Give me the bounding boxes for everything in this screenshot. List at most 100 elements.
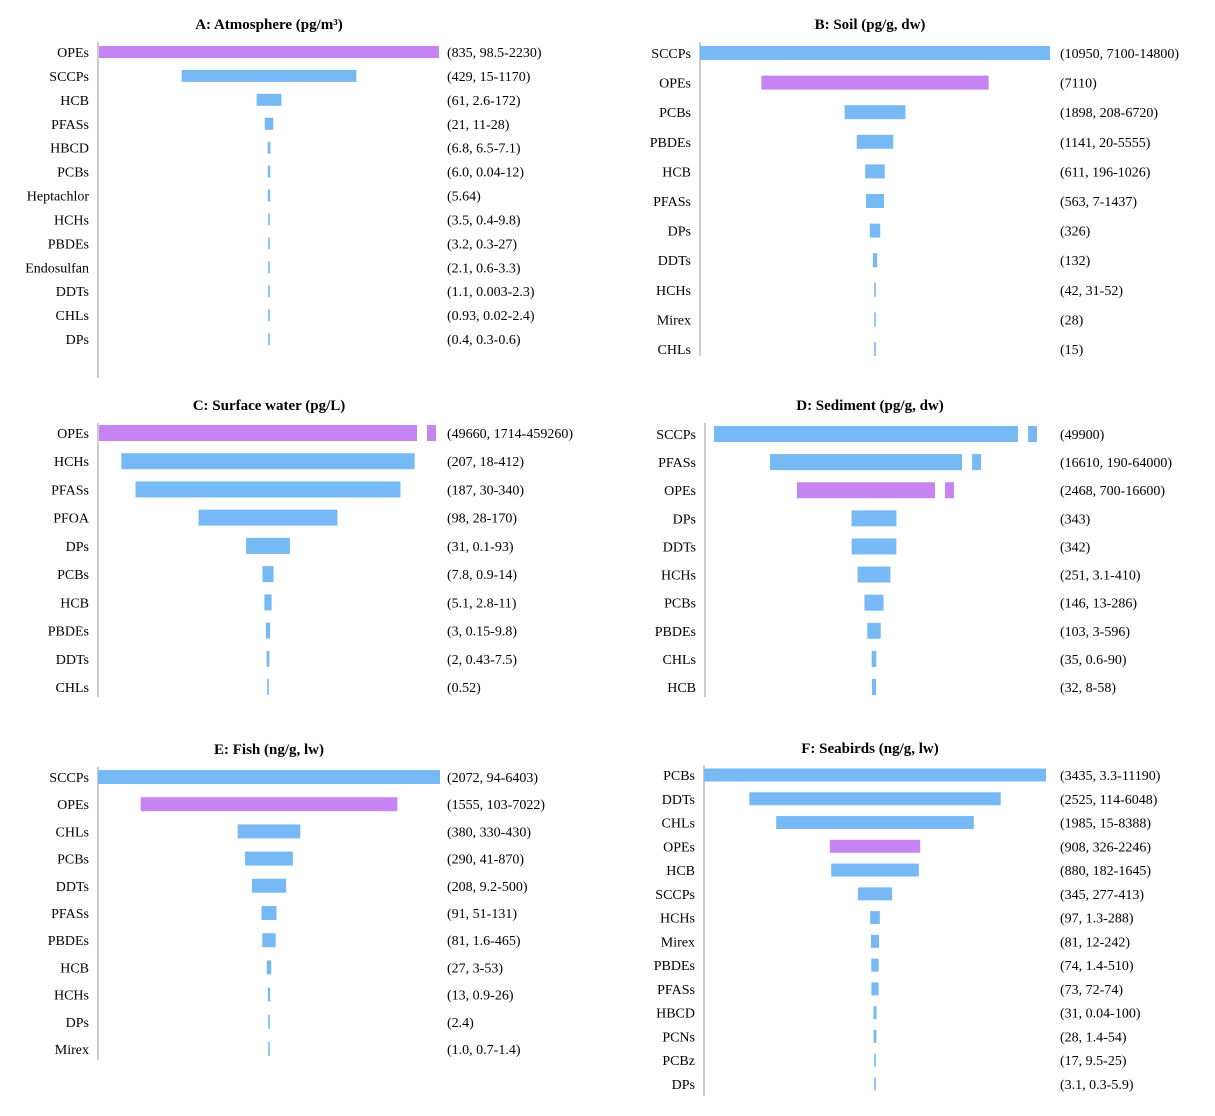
value-label: (1555, 103-7022) — [447, 798, 545, 813]
value-label: (3, 0.15-9.8) — [447, 625, 517, 640]
value-label: (343) — [1060, 512, 1091, 527]
category-label: CHLs — [56, 681, 89, 696]
value-label: (6.0, 0.04-12) — [447, 166, 524, 181]
category-label: DPs — [672, 1078, 695, 1093]
category-label: SCCPs — [655, 888, 695, 903]
category-label: PCBz — [662, 1054, 695, 1069]
bar-chls — [776, 816, 974, 830]
value-label: (61, 2.6-172) — [447, 94, 521, 109]
bar-pcns — [873, 1029, 877, 1043]
category-label: PCBs — [57, 568, 89, 583]
category-label: PCBs — [57, 853, 89, 868]
bar-dps — [874, 1077, 876, 1091]
category-label: OPEs — [659, 77, 691, 92]
bar-hcb — [871, 679, 877, 695]
value-label: (187, 30-340) — [447, 483, 524, 498]
bar-hbcd — [873, 1006, 877, 1020]
category-label: PFOA — [53, 512, 90, 527]
category-label: DDTs — [663, 540, 696, 555]
bar-chls — [871, 650, 877, 667]
bar-ddts — [251, 878, 287, 893]
bar-pfass — [264, 117, 274, 130]
bar-hcb — [831, 863, 919, 877]
category-label: PBDEs — [48, 934, 89, 949]
bar-sccps — [714, 426, 1018, 442]
bar-dps — [869, 223, 881, 238]
value-label: (31, 0.1-93) — [447, 540, 514, 555]
category-label: PCBs — [659, 106, 691, 121]
bar-pfass — [866, 194, 884, 208]
category-label: Mirex — [55, 1043, 89, 1058]
category-label: SCCPs — [651, 47, 691, 62]
value-label: (0.52) — [447, 681, 481, 696]
value-label: (42, 31-52) — [1060, 284, 1123, 299]
value-label: (563, 7-1437) — [1060, 195, 1137, 210]
value-label: (1141, 20-5555) — [1060, 136, 1151, 151]
bar-pbdes — [867, 622, 881, 639]
value-label: (2.1, 0.6-3.3) — [447, 261, 521, 276]
bar-pcbs — [262, 566, 274, 583]
category-label: Mirex — [661, 935, 695, 950]
panel-a: A: Atmosphere (pg/m³) OPEs (835, 98.5-2230… — [25, 17, 542, 378]
value-label: (17, 9.5-25) — [1060, 1054, 1127, 1069]
value-label: (326) — [1060, 225, 1091, 240]
bar-break-segment — [427, 425, 436, 441]
value-label: (207, 18-412) — [447, 455, 524, 470]
value-label: (2525, 114-6048) — [1060, 793, 1158, 808]
bar-dps — [268, 333, 270, 345]
category-label: PFASs — [657, 983, 695, 998]
bar-pfass — [135, 481, 401, 498]
bar-dps — [851, 510, 897, 527]
category-label: PFASs — [51, 907, 89, 922]
panel-c: C: Surface water (pg/L) OPEs (49660, 1714-… — [48, 398, 573, 697]
bar-sccps — [98, 770, 440, 784]
value-label: (1898, 208-6720) — [1060, 106, 1158, 121]
category-label: OPEs — [664, 484, 696, 499]
bar-dps — [246, 537, 290, 554]
value-label: (2.4) — [447, 1016, 474, 1031]
bar-pcbs — [704, 768, 1046, 782]
bar-break-segment — [1028, 426, 1037, 442]
bar-pfass — [261, 906, 277, 920]
category-label: CHLs — [663, 653, 696, 668]
value-label: (16610, 190-64000) — [1060, 456, 1172, 471]
panel-b: B: Soil (pg/g, dw) SCCPs (10950, 7100-1480… — [650, 17, 1180, 358]
value-label: (2072, 94-6403) — [447, 771, 538, 786]
value-label: (345, 277-413) — [1060, 888, 1144, 903]
value-label: (290, 41-870) — [447, 853, 524, 868]
bar-ddts — [851, 538, 897, 555]
value-label: (208, 9.2-500) — [447, 880, 528, 895]
value-label: (342) — [1060, 540, 1091, 555]
category-label: OPEs — [57, 798, 89, 813]
bar-ddts — [268, 285, 270, 298]
category-label: DPs — [66, 540, 89, 555]
category-label: HCB — [662, 165, 691, 180]
bar-hcb — [264, 594, 272, 611]
category-label: PCNs — [662, 1030, 695, 1045]
value-label: (5.64) — [447, 190, 481, 205]
bar-heptachlor — [267, 189, 271, 202]
bar-hchs — [268, 213, 270, 226]
value-label: (7110) — [1060, 77, 1097, 92]
value-label: (3.5, 0.4-9.8) — [447, 213, 521, 228]
value-label: (13, 0.9-26) — [447, 989, 514, 1004]
panel-title: D: Sediment (pg/g, dw) — [796, 398, 944, 414]
bar-mirex — [870, 934, 880, 948]
category-label: DPs — [668, 225, 691, 240]
category-label: CHLs — [56, 825, 89, 840]
category-label: HCHs — [661, 569, 696, 584]
value-label: (3.2, 0.3-27) — [447, 237, 517, 252]
category-label: PFASs — [51, 118, 89, 133]
category-label: OPEs — [663, 840, 695, 855]
category-label: OPEs — [57, 46, 89, 61]
panel-f: F: Seabirds (ng/g, lw) PCBs (3435, 3.3-111… — [654, 741, 1161, 1096]
category-label: OPEs — [57, 427, 89, 442]
category-label: CHLs — [658, 343, 691, 358]
bar-pbdes — [268, 237, 270, 250]
value-label: (2468, 700-16600) — [1060, 484, 1165, 499]
category-label: DPs — [66, 333, 89, 348]
value-label: (835, 98.5-2230) — [447, 46, 542, 61]
category-label: PBDEs — [48, 237, 89, 252]
category-label: DDTs — [56, 880, 89, 895]
bar-hchs — [121, 453, 415, 470]
